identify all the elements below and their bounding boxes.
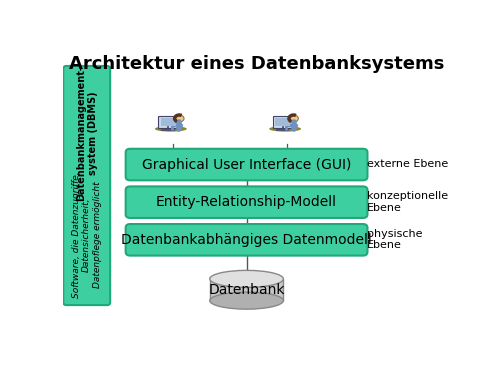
Text: Datenbankmanagement-
system (DBMS): Datenbankmanagement- system (DBMS) <box>76 65 98 202</box>
Bar <box>210 279 284 301</box>
Bar <box>275 118 290 126</box>
Ellipse shape <box>155 126 187 132</box>
FancyBboxPatch shape <box>126 224 368 256</box>
Text: Datenbankabhängiges Datenmodell: Datenbankabhängiges Datenmodell <box>121 233 372 247</box>
Text: Datenbank: Datenbank <box>208 283 285 297</box>
Circle shape <box>174 115 184 122</box>
FancyBboxPatch shape <box>64 66 110 305</box>
Ellipse shape <box>269 126 301 132</box>
Text: physische
Ebene: physische Ebene <box>366 229 422 250</box>
Text: Graphical User Interface (GUI): Graphical User Interface (GUI) <box>142 158 351 171</box>
FancyBboxPatch shape <box>126 186 368 218</box>
Text: Software, die Datenzugriffe,
Datensicherheit,
Datenpflege ermöglicht: Software, die Datenzugriffe, Datensicher… <box>72 171 102 298</box>
FancyBboxPatch shape <box>272 116 292 128</box>
Ellipse shape <box>210 270 284 287</box>
Text: konzeptionelle
Ebene: konzeptionelle Ebene <box>366 191 448 213</box>
FancyBboxPatch shape <box>158 116 178 128</box>
Text: Entity-Relationship-Modell: Entity-Relationship-Modell <box>156 195 337 209</box>
Ellipse shape <box>210 292 284 309</box>
Text: externe Ebene: externe Ebene <box>366 159 448 170</box>
Bar <box>161 129 174 130</box>
Circle shape <box>289 115 298 122</box>
FancyBboxPatch shape <box>126 149 368 180</box>
Bar <box>276 129 288 130</box>
Bar <box>160 118 176 126</box>
Text: Architektur eines Datenbanksystems: Architektur eines Datenbanksystems <box>68 55 444 73</box>
